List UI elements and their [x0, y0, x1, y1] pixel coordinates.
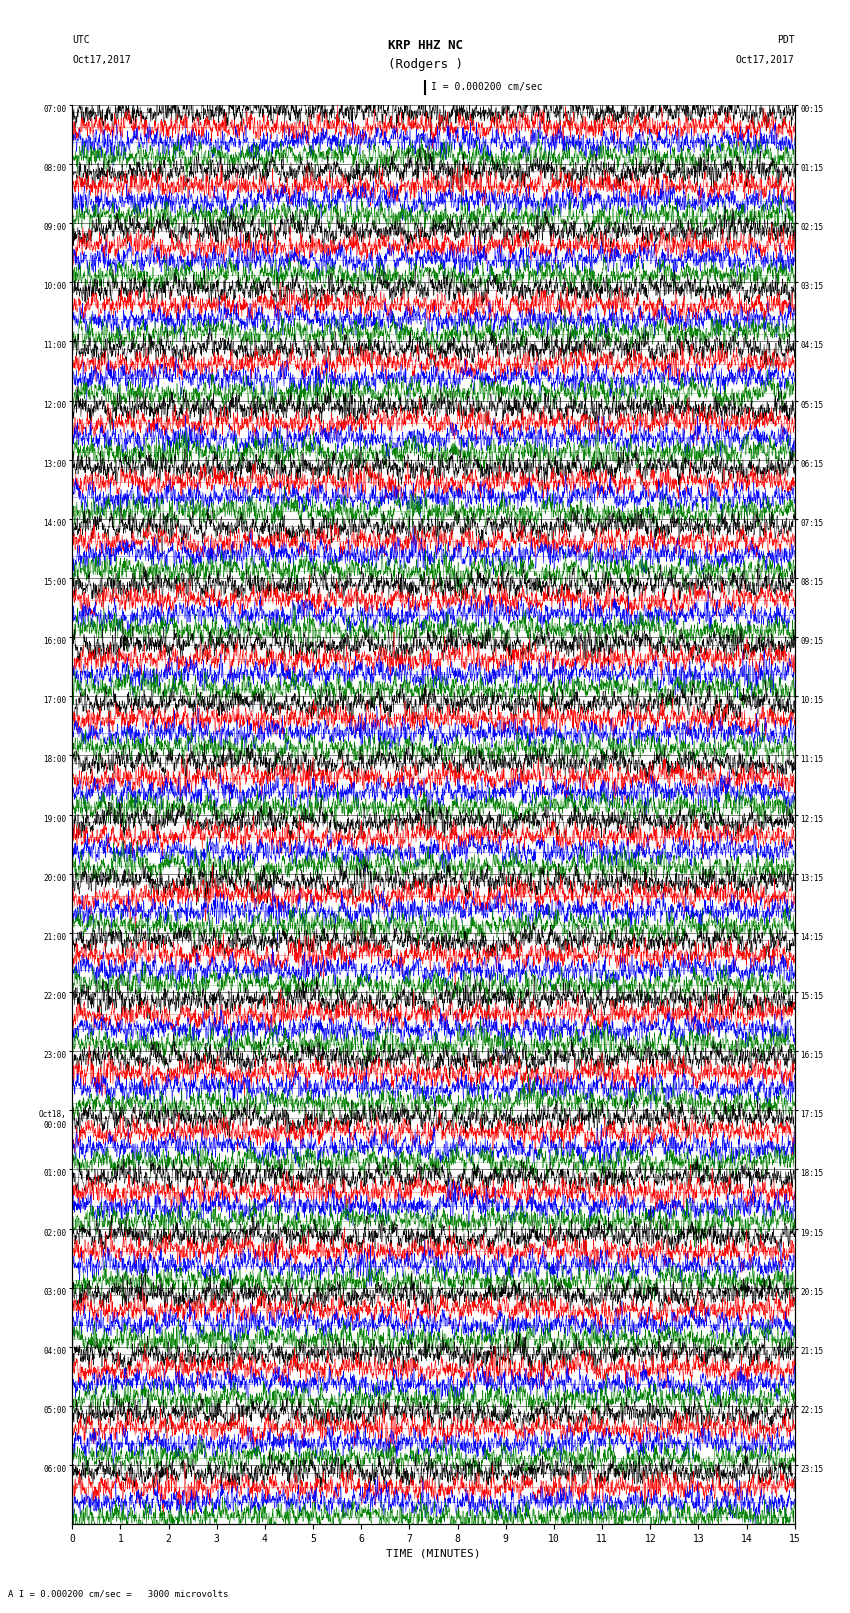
Text: UTC: UTC: [72, 35, 90, 45]
Text: I = 0.000200 cm/sec: I = 0.000200 cm/sec: [431, 82, 542, 92]
Text: Oct17,2017: Oct17,2017: [736, 55, 795, 65]
Text: (Rodgers ): (Rodgers ): [388, 58, 462, 71]
Text: PDT: PDT: [777, 35, 795, 45]
Text: KRP HHZ NC: KRP HHZ NC: [388, 39, 462, 52]
Text: Oct17,2017: Oct17,2017: [72, 55, 131, 65]
Text: A I = 0.000200 cm/sec =   3000 microvolts: A I = 0.000200 cm/sec = 3000 microvolts: [8, 1589, 229, 1598]
X-axis label: TIME (MINUTES): TIME (MINUTES): [386, 1548, 481, 1558]
